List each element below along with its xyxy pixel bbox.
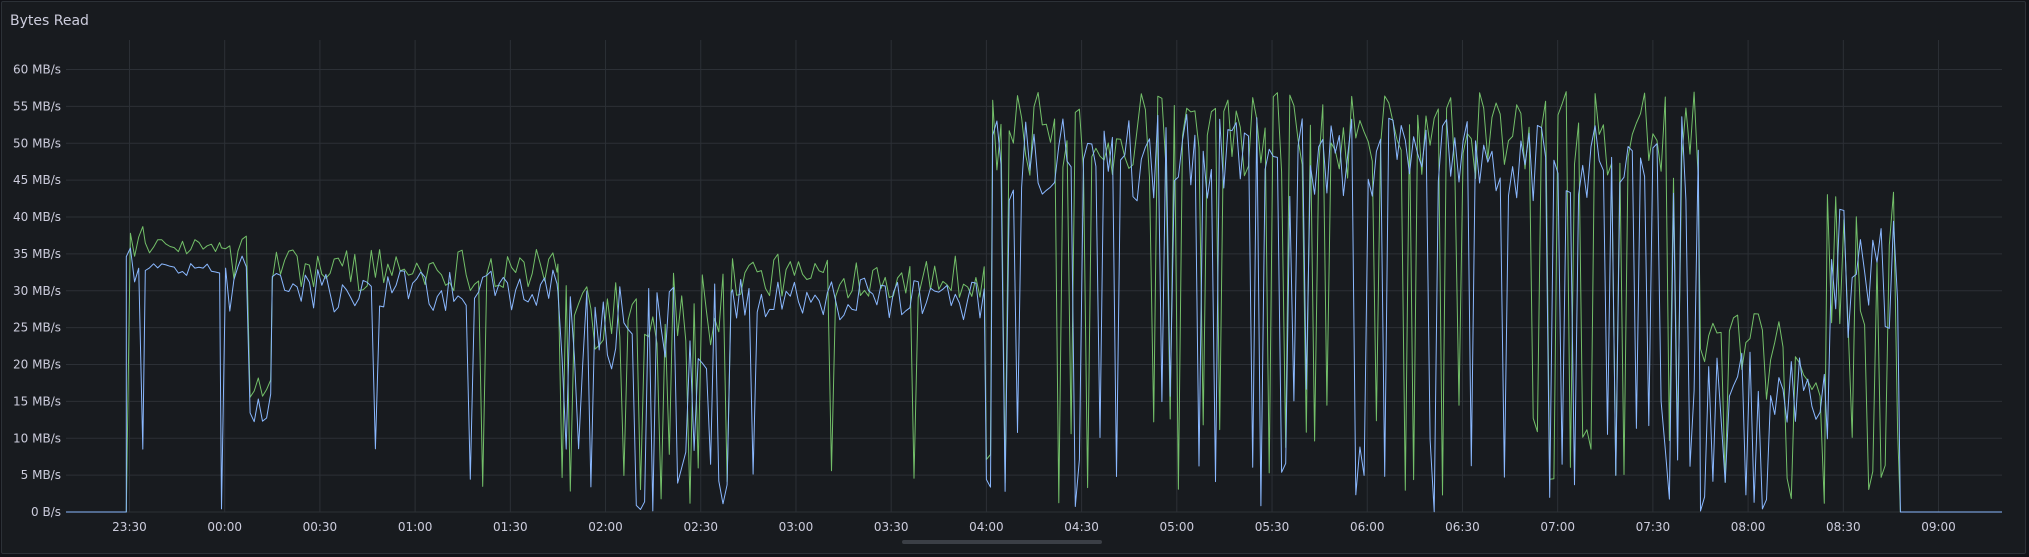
- y-tick-label: 30 MB/s: [13, 284, 61, 298]
- x-tick-label: 03:30: [874, 520, 909, 534]
- x-tick-label: 08:00: [1731, 520, 1766, 534]
- x-tick-label: 02:30: [683, 520, 718, 534]
- y-tick-label: 45 MB/s: [13, 173, 61, 187]
- x-tick-label: 02:00: [588, 520, 623, 534]
- x-tick-label: 01:30: [493, 520, 528, 534]
- x-tick-label: 04:00: [969, 520, 1004, 534]
- x-tick-label: 06:00: [1350, 520, 1385, 534]
- y-tick-label: 60 MB/s: [13, 63, 61, 77]
- y-tick-label: 10 MB/s: [13, 431, 61, 445]
- x-tick-label: 05:30: [1255, 520, 1290, 534]
- x-tick-label: 00:00: [207, 520, 242, 534]
- y-tick-label: 20 MB/s: [13, 358, 61, 372]
- x-tick-label: 03:00: [779, 520, 814, 534]
- x-tick-label: 23:30: [112, 520, 147, 534]
- x-tick-label: 07:00: [1540, 520, 1575, 534]
- x-tick-label: 08:30: [1826, 520, 1861, 534]
- y-tick-label: 40 MB/s: [13, 210, 61, 224]
- y-tick-label: 55 MB/s: [13, 99, 61, 113]
- y-axis: 0 B/s 5 MB/s 10 MB/s 15 MB/s 20 MB/s 25 MB/s 3…: [13, 63, 61, 520]
- x-tick-label: 05:00: [1160, 520, 1195, 534]
- series-layer: [66, 91, 2002, 513]
- x-axis: 23:30 00:00 00:30 01:00 01:30 02:00 02:30 03:00…: [112, 520, 1956, 534]
- y-tick-label: 5 MB/s: [21, 468, 61, 482]
- panel-title[interactable]: Bytes Read: [10, 13, 89, 29]
- x-tick-label: 04:30: [1064, 520, 1099, 534]
- y-tick-label: 50 MB/s: [13, 136, 61, 150]
- x-tick-label: 09:00: [1921, 520, 1956, 534]
- x-tick-label: 06:30: [1445, 520, 1480, 534]
- horizontal-scrollbar[interactable]: [902, 540, 1102, 544]
- x-tick-label: 00:30: [303, 520, 338, 534]
- x-tick-label: 01:00: [398, 520, 433, 534]
- y-tick-label: 25 MB/s: [13, 321, 61, 335]
- series-line-1[interactable]: [66, 113, 2002, 513]
- y-tick-label: 0 B/s: [31, 505, 61, 519]
- y-tick-label: 35 MB/s: [13, 247, 61, 261]
- x-tick-label: 07:30: [1636, 520, 1671, 534]
- y-tick-label: 15 MB/s: [13, 394, 61, 408]
